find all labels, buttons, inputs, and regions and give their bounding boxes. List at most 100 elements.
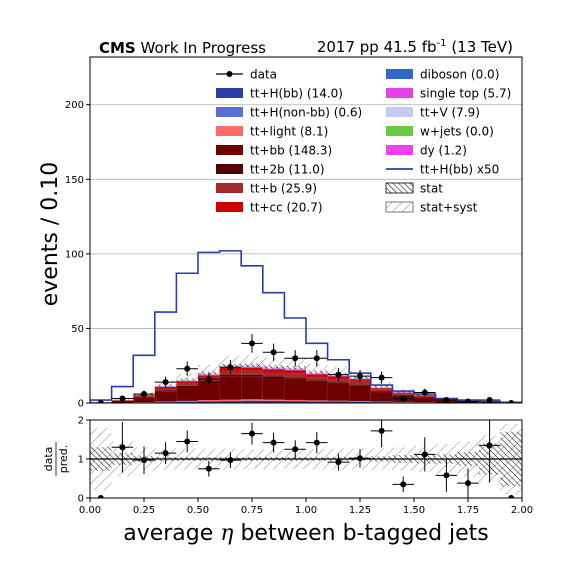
ratio-point bbox=[378, 427, 385, 434]
data-point bbox=[443, 397, 450, 403]
legend-swatch-dy bbox=[386, 145, 413, 155]
stat-band-bin bbox=[176, 378, 198, 381]
stack-bar-3-13 bbox=[370, 392, 393, 402]
ratio-ytick-label: 0 bbox=[78, 494, 84, 505]
main-ytick-label: 200 bbox=[65, 100, 84, 111]
stack-bar-4-10 bbox=[306, 380, 328, 382]
main-y-axis-label: events / 0.10 bbox=[38, 162, 63, 307]
stack-bar-0-9 bbox=[284, 401, 306, 403]
main-ytick-label: 150 bbox=[65, 175, 84, 186]
stack-bar-0-6 bbox=[219, 401, 242, 403]
stack-bar-3-1 bbox=[111, 400, 134, 403]
stack-bar-4-11 bbox=[327, 382, 350, 384]
ratio-y-label-top: data bbox=[42, 447, 55, 472]
legend-label-ttHbb: tt+H(bb) (14.0) bbox=[250, 87, 343, 101]
stack-bar-4-13 bbox=[370, 391, 393, 393]
ratio-point bbox=[205, 465, 212, 472]
ratio-point bbox=[184, 438, 191, 445]
legend-entry-ttHnonbb: tt+H(non-bb) (0.6) bbox=[216, 106, 362, 120]
legend-entry-singletop: single top (5.7) bbox=[386, 87, 511, 101]
legend-entry-ttcc: tt+cc (20.7) bbox=[216, 201, 323, 215]
legend-entry-ttV: tt+V (7.9) bbox=[386, 106, 480, 120]
legend-label-statsyst: stat+syst bbox=[420, 201, 478, 215]
ratio-point bbox=[292, 446, 299, 453]
legend-swatch-ttHnonbb bbox=[216, 107, 243, 117]
stack-bar-3-2 bbox=[133, 397, 155, 403]
xtick-label: 2.00 bbox=[511, 505, 533, 516]
data-point bbox=[97, 400, 104, 403]
main-ytick-label: 50 bbox=[71, 324, 84, 335]
ratio-x-ticks: 0.00 0.25 0.50 0.75 1.00 1.25 1.50 1.75 2.00 bbox=[79, 498, 533, 516]
ratio-point bbox=[465, 480, 471, 487]
stack-bar-3-6 bbox=[219, 376, 242, 400]
legend-swatch-ttb bbox=[216, 183, 243, 193]
ratio-point bbox=[97, 495, 104, 498]
stack-bar-3-3 bbox=[154, 391, 177, 402]
data-point bbox=[378, 374, 385, 381]
stack-bar-0-5 bbox=[198, 401, 220, 403]
stack-bar-4-3 bbox=[154, 390, 177, 392]
stack-bar-2-11 bbox=[327, 400, 350, 402]
data-point bbox=[141, 391, 147, 398]
xtick-label: 1.00 bbox=[295, 505, 317, 516]
legend-label-ttbb: tt+bb (148.3) bbox=[250, 144, 332, 158]
x-axis-label-pre: average bbox=[123, 521, 213, 546]
ratio-point bbox=[162, 450, 169, 457]
legend-label-singletop: single top (5.7) bbox=[420, 87, 511, 101]
legend-entry-dy: dy (1.2) bbox=[386, 144, 467, 158]
ratio-point bbox=[486, 442, 493, 449]
ratio-point bbox=[421, 451, 428, 458]
legend-swatch-ttcc bbox=[216, 202, 243, 212]
stack-bar-2-10 bbox=[306, 400, 328, 402]
title-cms: CMS bbox=[99, 39, 136, 57]
x-axis-label-post: between b-tagged jets bbox=[240, 521, 488, 546]
ratio-plot-area bbox=[90, 420, 522, 498]
stack-bar-2-5 bbox=[198, 400, 220, 402]
stat-band-bin bbox=[262, 365, 285, 369]
legend-swatch-ttV bbox=[386, 107, 413, 117]
legend-label-ttb: tt+b (25.9) bbox=[250, 182, 317, 196]
data-point bbox=[357, 373, 363, 380]
xtick-label: 1.75 bbox=[457, 505, 479, 516]
legend-label-ttHnonbb: tt+H(non-bb) (0.6) bbox=[250, 106, 362, 120]
stat-band-bin bbox=[306, 370, 328, 374]
ratio-point bbox=[443, 472, 450, 479]
stack-bar-3-10 bbox=[306, 381, 328, 401]
legend-label-wjets: w+jets (0.0) bbox=[420, 125, 494, 139]
xtick-label: 1.25 bbox=[349, 505, 371, 516]
stack-bar-4-4 bbox=[176, 385, 198, 387]
stat-band-bin bbox=[284, 366, 306, 370]
stack-bar-2-4 bbox=[176, 400, 198, 402]
data-point bbox=[184, 365, 191, 372]
legend-swatch-diboson bbox=[386, 69, 413, 79]
luminosity-exponent: -1 bbox=[437, 38, 447, 49]
stack-bar-4-6 bbox=[219, 375, 242, 377]
signal-overlay-line bbox=[90, 250, 522, 403]
stat-band-bin bbox=[198, 371, 220, 375]
legend-swatch-ttbb bbox=[216, 145, 243, 155]
stack-bar-2-3 bbox=[154, 401, 177, 403]
legend-entry-tt2b: tt+2b (11.0) bbox=[216, 163, 325, 177]
data-point bbox=[335, 371, 342, 378]
stack-bar-3-8 bbox=[262, 378, 285, 400]
data-point bbox=[508, 400, 515, 403]
stack-bar-4-7 bbox=[241, 374, 263, 377]
data-point bbox=[205, 376, 212, 383]
ratio-point bbox=[227, 457, 234, 464]
legend-entry-statsyst: stat+syst bbox=[385, 201, 478, 215]
data-point bbox=[249, 340, 255, 347]
main-y-ticks: 0 50 100 150 200 bbox=[65, 100, 90, 410]
ratio-point bbox=[400, 481, 407, 488]
ratio-point bbox=[270, 439, 277, 446]
stack-bar-0-11 bbox=[327, 401, 350, 403]
stack-bar-3-9 bbox=[284, 378, 306, 400]
ratio-point bbox=[119, 444, 126, 451]
stack-bar-3-12 bbox=[349, 385, 371, 402]
data-point bbox=[292, 355, 299, 362]
stack-bar-3-5 bbox=[198, 382, 220, 401]
main-axes-frame bbox=[89, 56, 523, 404]
stack-bar-3-11 bbox=[327, 383, 350, 401]
ratio-ytick-label: 2 bbox=[78, 416, 84, 427]
legend-label-data: data bbox=[250, 68, 277, 82]
legend-label-signal: tt+H(bb) x50 bbox=[420, 163, 499, 177]
